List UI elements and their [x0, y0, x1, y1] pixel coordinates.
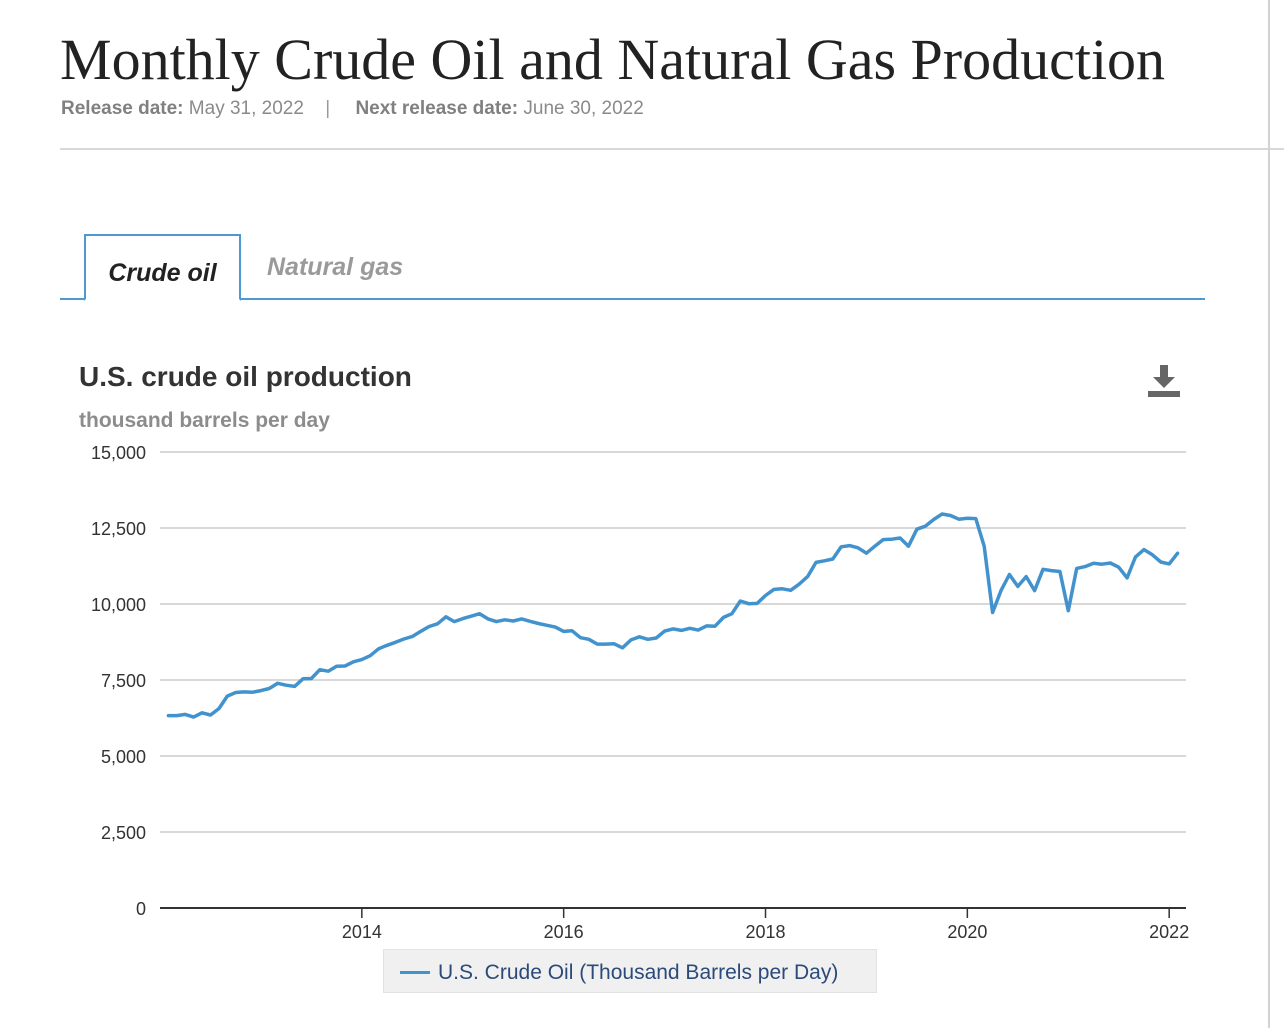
- x-axis: [160, 907, 1186, 918]
- y-tick-label: 15,000: [91, 443, 146, 463]
- release-info: Release date: May 31, 2022 | Next releas…: [61, 97, 644, 121]
- tab-bar-underline: [60, 298, 1205, 300]
- release-date-value: May 31, 2022: [188, 98, 304, 119]
- tab-bar: Crude oil Natural gas: [60, 234, 1205, 302]
- download-icon-graphic: [1148, 365, 1180, 397]
- y-tick-label: 5,000: [101, 747, 146, 767]
- x-tick-label: 2022: [1149, 922, 1189, 940]
- release-date-label: Release date:: [61, 98, 184, 119]
- y-axis-tick-labels: 0 2,500 5,000 7,500 10,000 12,500 15,000: [91, 443, 146, 919]
- y-tick-label: 10,000: [91, 595, 146, 615]
- chart-subtitle: thousand barrels per day: [79, 409, 330, 432]
- chart-title: U.S. crude oil production: [79, 361, 412, 392]
- header-divider: [60, 148, 1284, 150]
- y-tick-label: 0: [136, 899, 146, 919]
- page-title: Monthly Crude Oil and Natural Gas Produc…: [60, 27, 1166, 92]
- x-axis-tick-labels: 2014 2016 2018 2020 2022: [342, 922, 1189, 940]
- x-tick-label: 2014: [342, 922, 382, 940]
- legend-label: U.S. Crude Oil (Thousand Barrels per Day…: [438, 961, 839, 984]
- tab-natural-gas[interactable]: Natural gas: [267, 253, 404, 281]
- series-line-us-crude-oil: [166, 512, 1180, 719]
- legend-swatch: [400, 971, 430, 974]
- tab-crude-oil[interactable]: Crude oil: [84, 234, 241, 301]
- chart-series: [166, 512, 1180, 719]
- chart-legend[interactable]: U.S. Crude Oil (Thousand Barrels per Day…: [383, 949, 877, 993]
- download-icon[interactable]: [1144, 364, 1184, 400]
- x-tick-label: 2020: [947, 922, 987, 940]
- next-release-date-value: June 30, 2022: [523, 98, 644, 119]
- y-tick-label: 2,500: [101, 823, 146, 843]
- release-separator: |: [325, 98, 331, 119]
- x-tick-label: 2016: [544, 922, 584, 940]
- y-tick-label: 12,500: [91, 519, 146, 539]
- page-edge-divider: [1268, 0, 1270, 1028]
- y-tick-label: 7,500: [101, 671, 146, 691]
- chart-gridlines: [160, 451, 1186, 833]
- x-tick-label: 2018: [745, 922, 785, 940]
- next-release-date-label: Next release date:: [355, 98, 519, 119]
